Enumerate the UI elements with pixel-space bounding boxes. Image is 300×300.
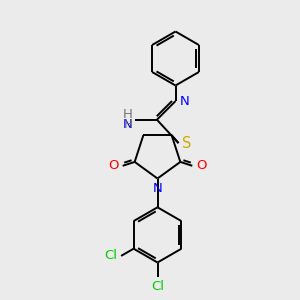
Text: N: N [123,118,133,131]
Text: O: O [196,159,207,172]
Text: Cl: Cl [104,249,118,262]
Text: O: O [108,159,119,172]
Text: Cl: Cl [151,280,164,293]
Text: N: N [153,182,162,195]
Text: H: H [123,108,133,121]
Text: S: S [182,136,192,151]
Text: H: H [113,118,133,131]
Text: N: N [179,94,189,108]
